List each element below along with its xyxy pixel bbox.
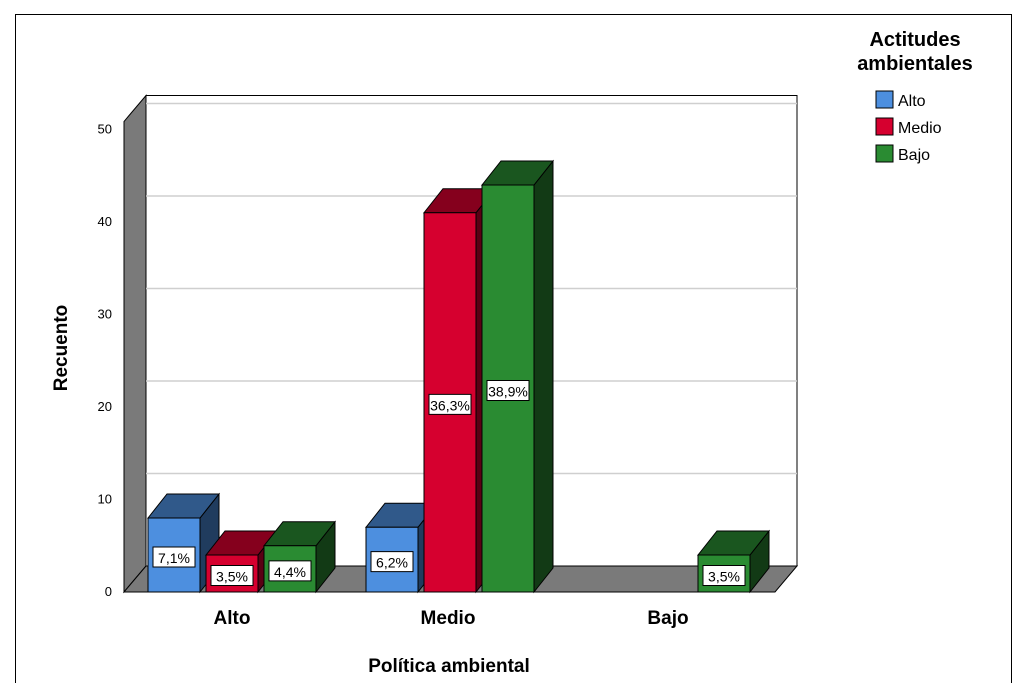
y-axis-title: Recuento (51, 305, 72, 392)
data-label: 4,4% (268, 560, 312, 582)
data-label: 7,1% (152, 546, 196, 568)
data-label: 38,9% (486, 380, 530, 401)
legend-title-line-1: Actitudes (869, 29, 960, 51)
data-label-box (152, 546, 196, 568)
data-label-text: 6,2% (376, 555, 408, 571)
data-label-text: 36,3% (430, 397, 470, 413)
x-axis-title: Política ambiental (368, 656, 530, 677)
y-tick-label: 30 (98, 307, 112, 322)
data-label-box (268, 560, 312, 582)
legend: Actitudes ambientales Alto Medio Bajo (857, 29, 973, 164)
data-label: 36,3% (428, 393, 472, 415)
bar-medio-bajo (480, 159, 555, 594)
bar-side (533, 159, 554, 594)
x-tick-label: Alto (214, 608, 251, 629)
legend-swatch (875, 144, 894, 163)
bar-alto-bajo (262, 520, 337, 594)
y-tick-labels: 0 10 20 30 40 50 (98, 122, 112, 600)
data-label-text: 3,5% (708, 569, 740, 585)
data-label: 3,5% (702, 565, 746, 586)
legend-item-medio: Medio (875, 117, 942, 137)
legend-item-bajo: Bajo (875, 144, 930, 164)
legend-swatch (875, 90, 894, 109)
data-label: 6,2% (370, 551, 414, 573)
x-tick-label: Medio (421, 608, 476, 629)
legend-label: Bajo (898, 147, 930, 164)
data-labels: 7,1% 3,5% 4,4% 6,2% 36,3% 38,9% 3,5% (152, 380, 746, 586)
data-label-text: 3,5% (216, 569, 248, 585)
data-label-box (486, 380, 530, 401)
y-tick-label: 40 (98, 214, 112, 229)
legend-title-line-2: ambientales (857, 53, 973, 75)
data-label-box (210, 565, 254, 586)
chart-frame (15, 14, 1012, 683)
legend-item-alto: Alto (875, 90, 926, 110)
data-label-box (702, 565, 746, 586)
x-tick-labels: Alto Medio Bajo (214, 608, 689, 629)
data-label-text: 38,9% (488, 384, 528, 400)
y-tick-label: 20 (98, 399, 112, 414)
legend-label: Alto (898, 93, 926, 110)
x-tick-label: Bajo (647, 608, 688, 629)
data-label-box (428, 393, 472, 415)
legend-swatch (875, 117, 894, 136)
data-label-text: 7,1% (158, 550, 190, 566)
legend-label: Medio (898, 120, 942, 137)
y-tick-label: 50 (98, 122, 112, 137)
y-tick-label: 0 (105, 584, 112, 599)
left-wall (123, 94, 147, 594)
y-tick-label: 10 (98, 492, 112, 507)
data-label-text: 4,4% (274, 564, 306, 580)
data-label: 3,5% (210, 565, 254, 586)
bars (146, 159, 771, 594)
data-label-box (370, 551, 414, 573)
